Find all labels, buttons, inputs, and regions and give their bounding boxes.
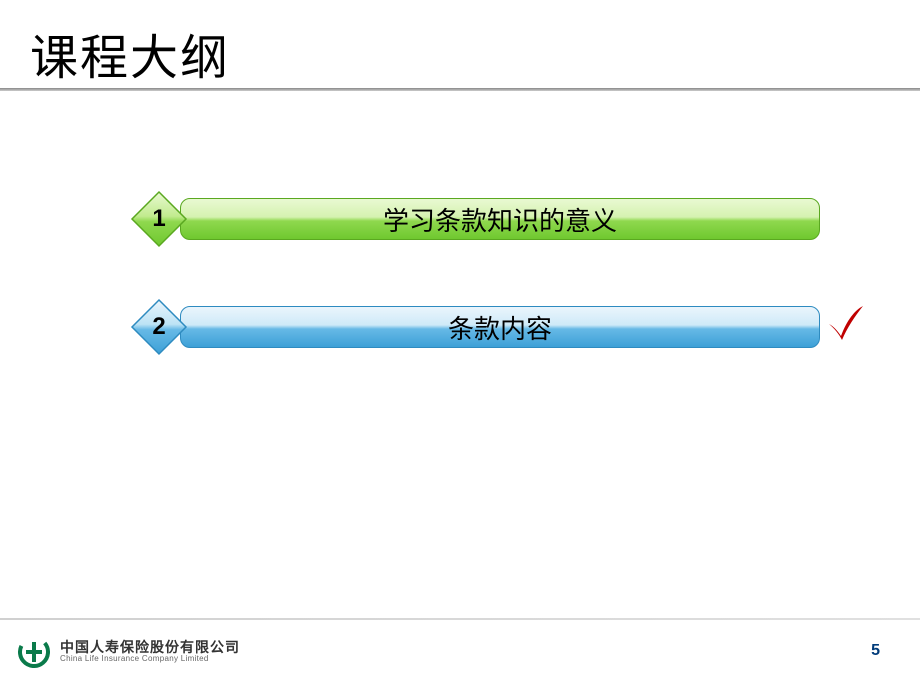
company-logo: 中国人寿保险股份有限公司 China Life Insurance Compan… <box>18 636 240 668</box>
outline-num-1: 1 <box>130 190 188 248</box>
outline-bar-1: 学习条款知识的意义 <box>180 198 820 240</box>
outline-label-1: 学习条款知识的意义 <box>383 201 617 238</box>
check-icon <box>825 302 865 342</box>
company-name-en: China Life Insurance Company Limited <box>60 655 240 664</box>
title-underline <box>0 88 920 91</box>
outline-bar-2: 条款内容 <box>180 306 820 348</box>
company-name-cn: 中国人寿保险股份有限公司 <box>60 640 240 655</box>
outline-item-2: 条款内容 2 <box>130 300 850 354</box>
slide: 课程大纲 学习条款知识的意义 1 条款内容 <box>0 0 920 690</box>
outline-label-2: 条款内容 <box>448 309 552 346</box>
logo-icon <box>18 636 50 668</box>
outline-num-2: 2 <box>130 298 188 356</box>
outline-item-1: 学习条款知识的意义 1 <box>130 192 850 246</box>
footer-divider <box>0 618 920 620</box>
outline-diamond-2: 2 <box>130 298 188 356</box>
page-number: 5 <box>871 642 880 660</box>
outline-diamond-1: 1 <box>130 190 188 248</box>
logo-text: 中国人寿保险股份有限公司 China Life Insurance Compan… <box>60 640 240 664</box>
page-title: 课程大纲 <box>30 18 230 88</box>
